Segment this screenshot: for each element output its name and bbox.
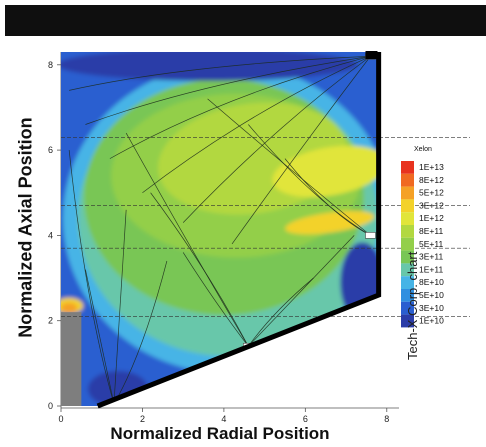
legend-swatch-6 — [401, 237, 414, 251]
legend-label-11: 3E+10 — [419, 303, 444, 313]
legend-label-10: 5E+10 — [419, 290, 444, 300]
y-axis-label: Normalized Axial Position — [15, 117, 36, 338]
top-banner — [5, 5, 486, 36]
streamline-14 — [113, 209, 127, 404]
streamline-13 — [85, 269, 115, 404]
top-right-cap — [365, 51, 378, 59]
streamline-1 — [85, 55, 371, 125]
x-tick-label-3: 6 — [303, 414, 308, 424]
legend-label-4: 1E+12 — [419, 213, 444, 223]
streamline-3 — [142, 55, 371, 194]
legend-label-0: 1E+13 — [419, 162, 444, 172]
streamline-5 — [231, 56, 371, 245]
streamline-8 — [207, 98, 371, 236]
boundary-wall — [96, 52, 382, 409]
color-legend: 1E+13 8E+12 5E+12 3E+12 1E+12 8E+11 5E+11 3E+11… — [401, 161, 444, 328]
streamline-0 — [69, 55, 371, 91]
legend-swatch-1 — [401, 173, 414, 187]
legend-label-6: 5E+11 — [419, 239, 443, 249]
legend-swatch-3 — [401, 199, 414, 213]
band-3e12-right — [285, 210, 375, 235]
y-tick-label-0: 0 — [48, 401, 53, 411]
domain-boundary — [96, 51, 382, 409]
y-tick-label-1: 2 — [48, 316, 53, 326]
streamline-2 — [109, 55, 371, 159]
legend-label-9: 8E+10 — [419, 277, 444, 287]
legend-swatch-2 — [401, 186, 414, 200]
streamline-12 — [248, 235, 355, 347]
legend-label-5: 8E+11 — [419, 226, 443, 236]
x-tick-label-4: 8 — [384, 414, 389, 424]
streamline-7 — [248, 124, 371, 236]
legend-swatch-5 — [401, 225, 414, 238]
legend-label-2: 5E+12 — [419, 188, 444, 198]
gray-block — [61, 312, 82, 406]
streamline-11 — [248, 277, 314, 347]
legend-swatch-11 — [401, 301, 414, 315]
streamline-15 — [68, 150, 115, 404]
y-tick-label-2: 4 — [48, 230, 53, 240]
legend-swatch-7 — [401, 250, 414, 264]
legend-swatch-4 — [401, 212, 414, 225]
band-1e10-top — [61, 52, 358, 81]
streamline-4 — [182, 55, 371, 223]
band-1e12 — [272, 145, 379, 198]
legend-label-3: 3E+12 — [419, 200, 444, 210]
y-tick-label-3: 6 — [48, 145, 53, 155]
legend-label-8: 1E+11 — [419, 264, 443, 274]
streamline-17 — [125, 132, 249, 347]
tick-labels: 0 2 4 6 8 0 2 4 6 8 — [48, 60, 389, 424]
legend-swatch-8 — [401, 263, 414, 277]
legend-title: Xelon — [414, 146, 432, 153]
legend-swatch-12 — [401, 314, 414, 328]
x-tick-label-2: 4 — [221, 414, 226, 424]
credit-text: Tech-X Corp. chart — [405, 251, 420, 360]
legend-label-12: 1E+10 — [419, 316, 444, 326]
legend-swatch-0 — [401, 161, 414, 174]
streamline-9 — [182, 252, 249, 347]
legend-label-1: 8E+12 — [419, 175, 444, 185]
x-tick-label-1: 2 — [140, 414, 145, 424]
streamline-16 — [113, 260, 168, 405]
legend-label-7: 3E+11 — [419, 252, 443, 262]
band-5e12-left — [61, 302, 78, 313]
x-axis-label: Normalized Radial Position — [110, 424, 330, 443]
legend-swatch-10 — [401, 289, 414, 302]
source-marker-1 — [365, 232, 376, 239]
x-tick-label-0: 0 — [58, 414, 63, 424]
legend-swatch-9 — [401, 276, 414, 289]
y-tick-label-4: 8 — [48, 60, 53, 70]
reference-lines — [61, 136, 470, 317]
